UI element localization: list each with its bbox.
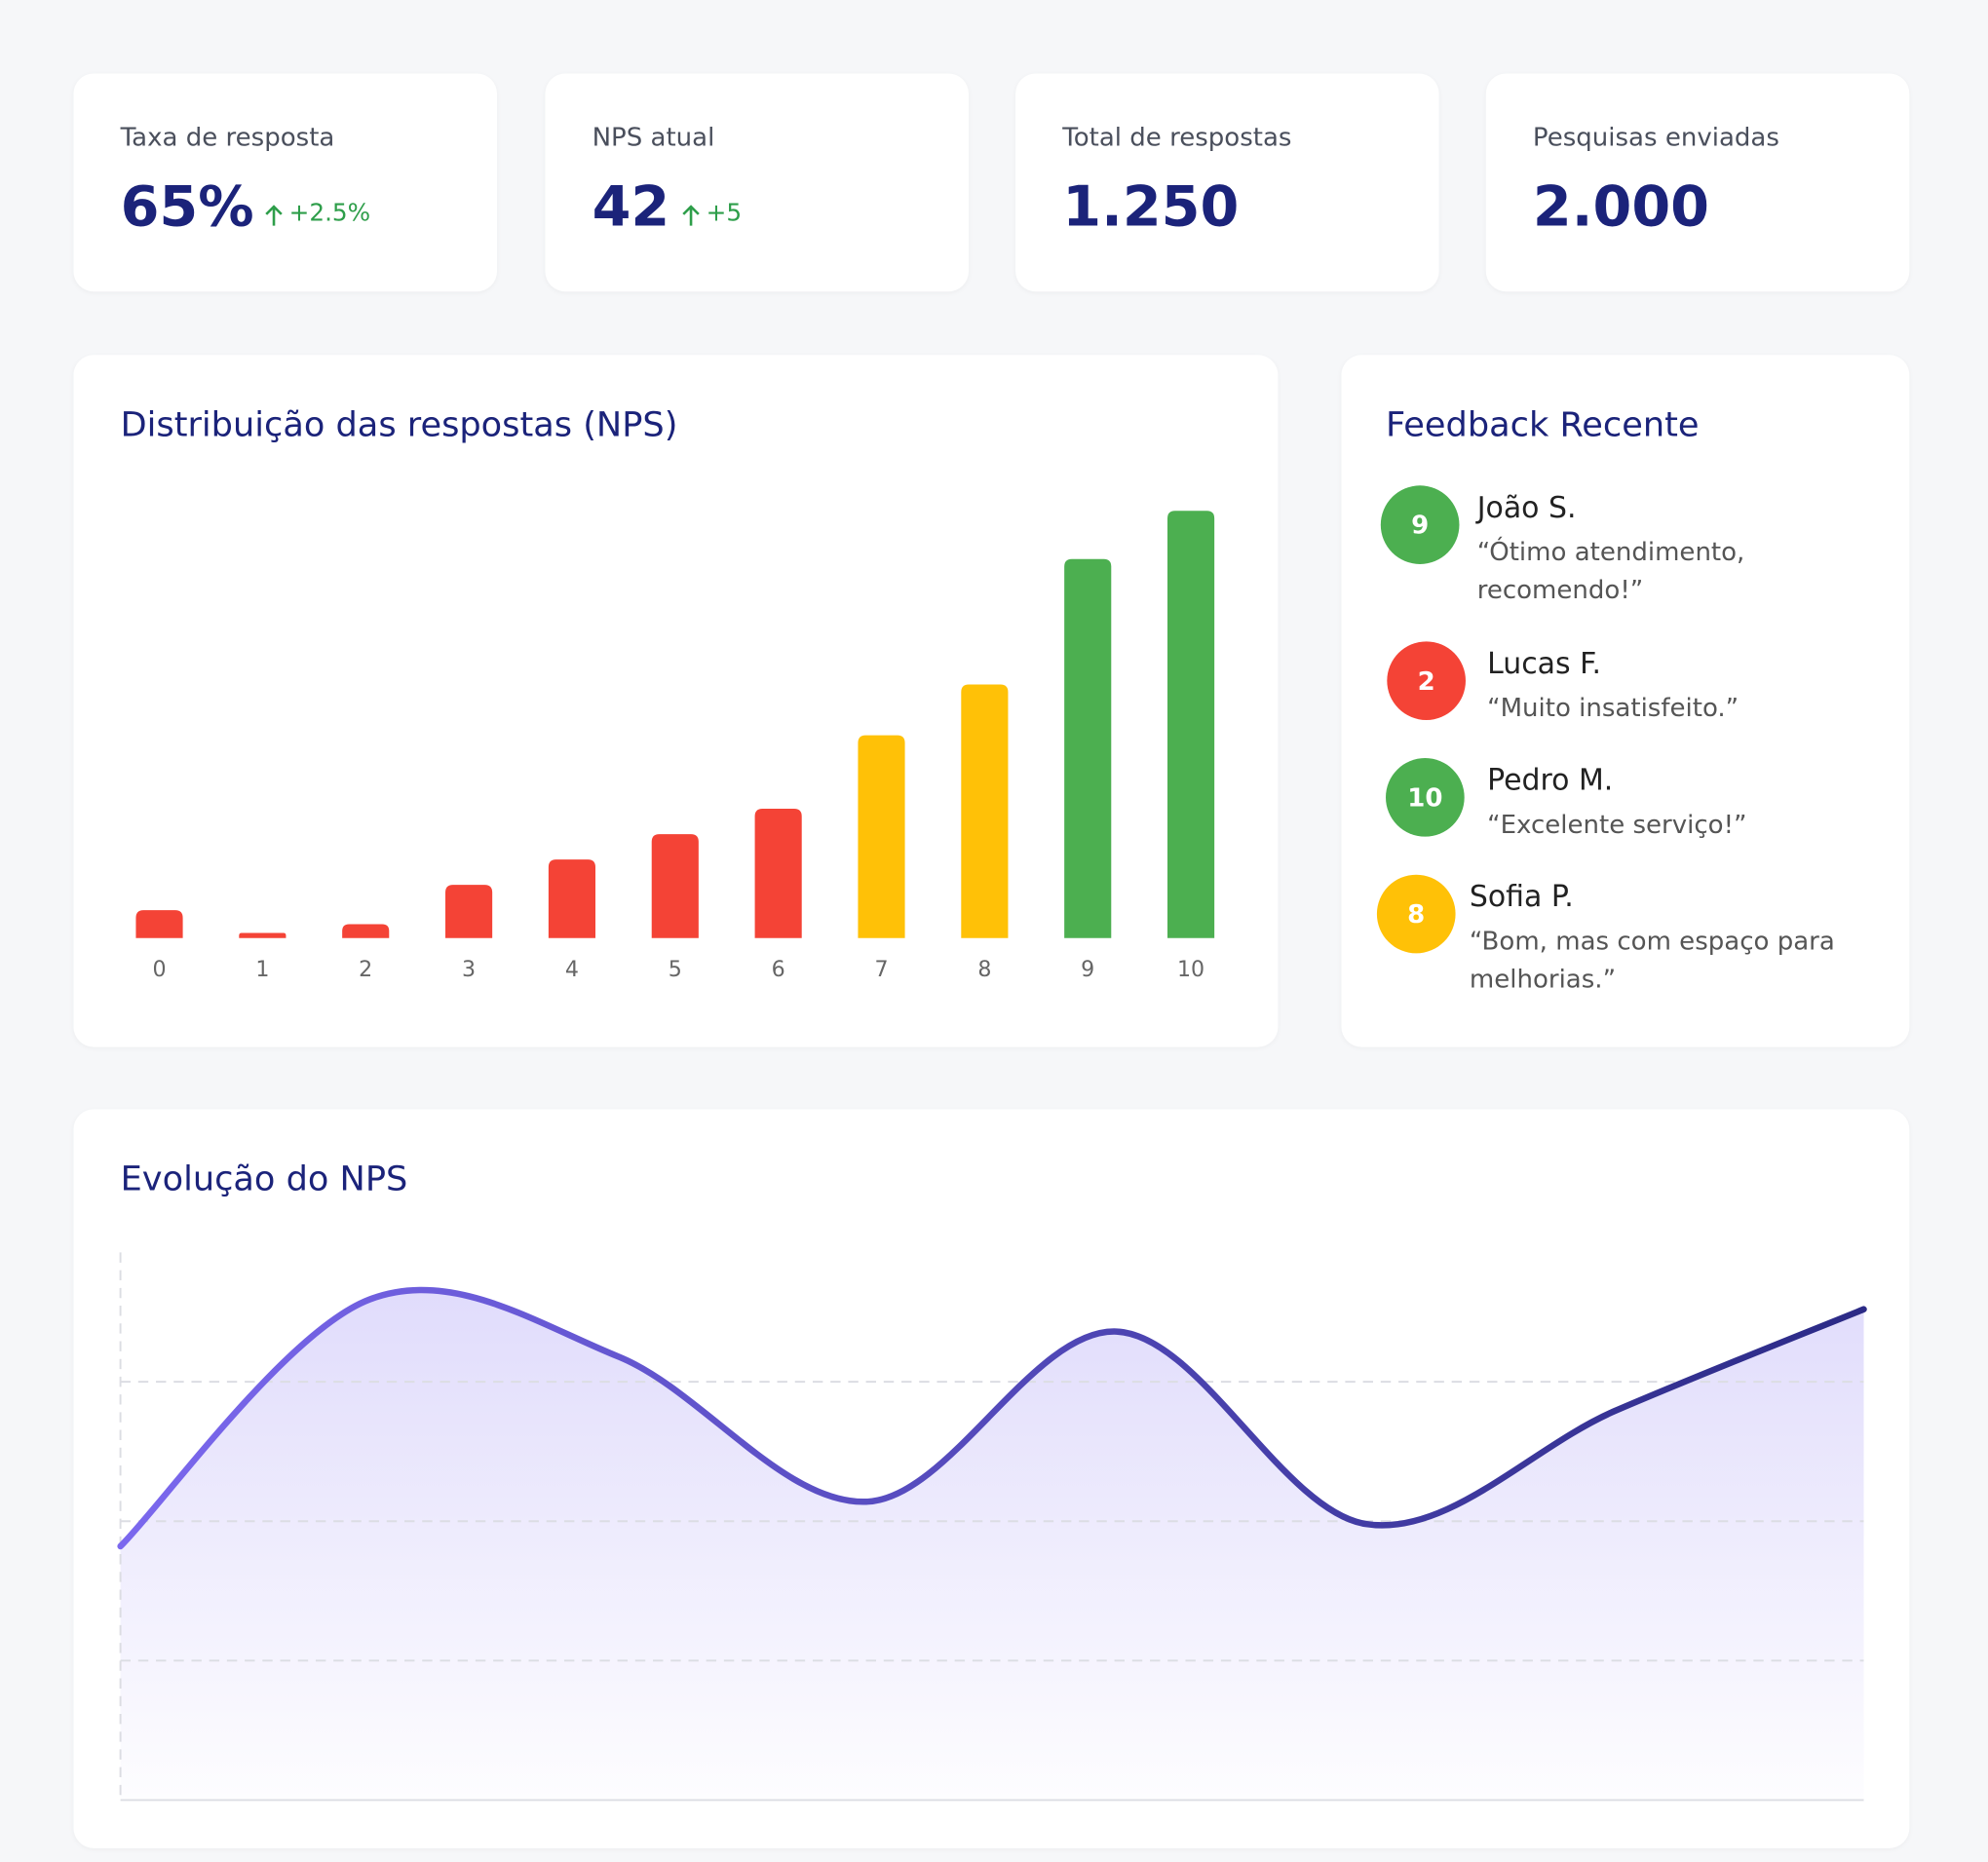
bar: [1064, 558, 1112, 938]
line-chart: [117, 1252, 1867, 1802]
x-tick-label: 10: [1177, 957, 1204, 982]
kpi-card: Total de respostas 1.250: [1015, 73, 1439, 292]
bar: [961, 684, 1009, 938]
bar: [1167, 511, 1215, 938]
feedback-name: Lucas F.: [1487, 647, 1602, 681]
chart-title: Distribuição das respostas (NPS): [120, 405, 678, 445]
x-tick-label: 3: [462, 957, 476, 982]
chart-title: Evolução do NPS: [120, 1159, 408, 1199]
feedback-card: Feedback Recente 9 João S. “Ótimo atendi…: [1341, 355, 1910, 1047]
x-tick-label: 5: [669, 957, 682, 982]
kpi-value: 2.000: [1532, 174, 1710, 240]
x-tick-label: 7: [874, 957, 888, 982]
kpi-card: NPS atual 42 +5: [545, 73, 969, 292]
feedback-name: Pedro M.: [1487, 764, 1614, 798]
kpi-label: Taxa de resposta: [120, 121, 335, 153]
arrow-up: [265, 205, 283, 226]
bar: [651, 834, 699, 938]
arrow-up: [682, 205, 700, 226]
kpi-value: 65%: [120, 174, 254, 240]
feedback-comment: “Bom, mas com espaço para melhorias.”: [1469, 925, 1835, 994]
kpi-label: Pesquisas enviadas: [1532, 121, 1779, 153]
x-tick-label: 1: [255, 957, 269, 982]
area: [120, 1289, 1864, 1801]
kpi-value: 42: [592, 174, 670, 240]
feedback-comment: “Muito insatisfeito.”: [1487, 692, 1740, 723]
feedback-name: Sofia P.: [1469, 881, 1574, 915]
feedback-comment: “Excelente serviço!”: [1487, 809, 1747, 840]
kpi-label: Total de respostas: [1062, 121, 1292, 153]
bar: [754, 809, 802, 938]
bar-card: Distribuição das respostas (NPS) 0 1 2 3 4 5 6…: [73, 355, 1279, 1047]
x-tick-label: 0: [152, 957, 166, 982]
x-tick-label: 6: [772, 957, 785, 982]
kpi-value: 1.250: [1062, 174, 1240, 240]
feedback-comment: “Ótimo atendimento, recomendo!”: [1476, 536, 1745, 605]
kpi-delta: +5: [706, 199, 743, 227]
kpi-delta: +2.5%: [288, 199, 371, 227]
x-tick-label: 8: [977, 957, 991, 982]
bar: [858, 735, 905, 938]
bar: [135, 910, 183, 938]
x-tick-label: 9: [1081, 957, 1094, 982]
score-badge: 8: [1376, 874, 1456, 954]
line-card: Evolução do NPS: [73, 1109, 1910, 1848]
feedback-name: João S.: [1476, 491, 1577, 525]
kpi-card: Pesquisas enviadas 2.000: [1485, 73, 1910, 292]
feedback-title: Feedback Recente: [1386, 405, 1700, 445]
x-tick-label: 2: [359, 957, 372, 982]
score-badge: 9: [1380, 485, 1460, 564]
kpi-card: Taxa de resposta 65% +2.5%: [73, 73, 497, 292]
bar: [342, 924, 390, 938]
line: [117, 1286, 1867, 1550]
x-tick-label: 4: [565, 957, 579, 982]
bar-chart: 0 1 2 3 4 5 6 7 8 9 10: [135, 511, 1215, 982]
bar: [239, 932, 287, 938]
bar: [445, 885, 493, 938]
kpi-label: NPS atual: [592, 121, 715, 153]
score-badge: 10: [1386, 758, 1465, 837]
score-badge: 2: [1387, 641, 1466, 720]
bar: [548, 859, 596, 938]
